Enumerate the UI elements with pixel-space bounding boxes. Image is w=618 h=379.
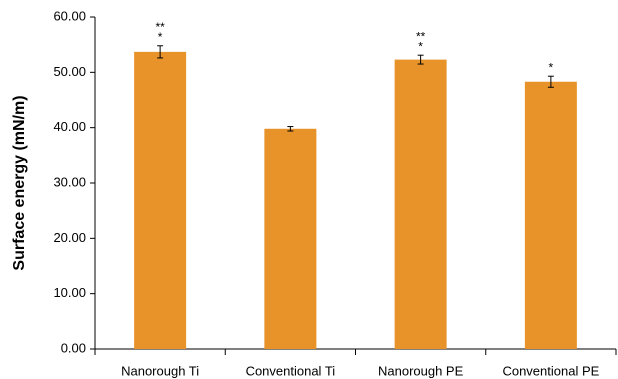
error-bar [417,54,424,65]
y-tick-label: 40.00 [53,119,86,134]
y-tick-label: 50.00 [53,64,86,79]
bar [394,59,447,350]
significance-marker: * [158,30,163,44]
y-tick-label: 0.00 [61,340,86,355]
y-tick-label: 20.00 [53,230,86,245]
significance-marker: ** [416,29,426,43]
significance-marker: * [418,39,423,53]
error-bar [547,75,554,88]
y-tick-label: 10.00 [53,285,86,300]
significance-marker: * [549,60,554,74]
significance-marker: ** [155,20,165,34]
error-bar [287,126,294,132]
y-tick-label: 30.00 [53,174,86,189]
bar [264,128,317,349]
y-axis-label: Surface energy (mN/m) [11,95,28,270]
bar [134,51,187,350]
bar [524,81,577,350]
x-tick-label: Conventional PE [502,363,599,378]
x-tick-label: Nanorough PE [378,363,464,378]
x-tick-label: Conventional Ti [246,363,336,378]
y-tick-label: 60.00 [53,8,86,23]
error-bar [157,45,164,59]
x-tick-label: Nanorough Ti [121,363,199,378]
